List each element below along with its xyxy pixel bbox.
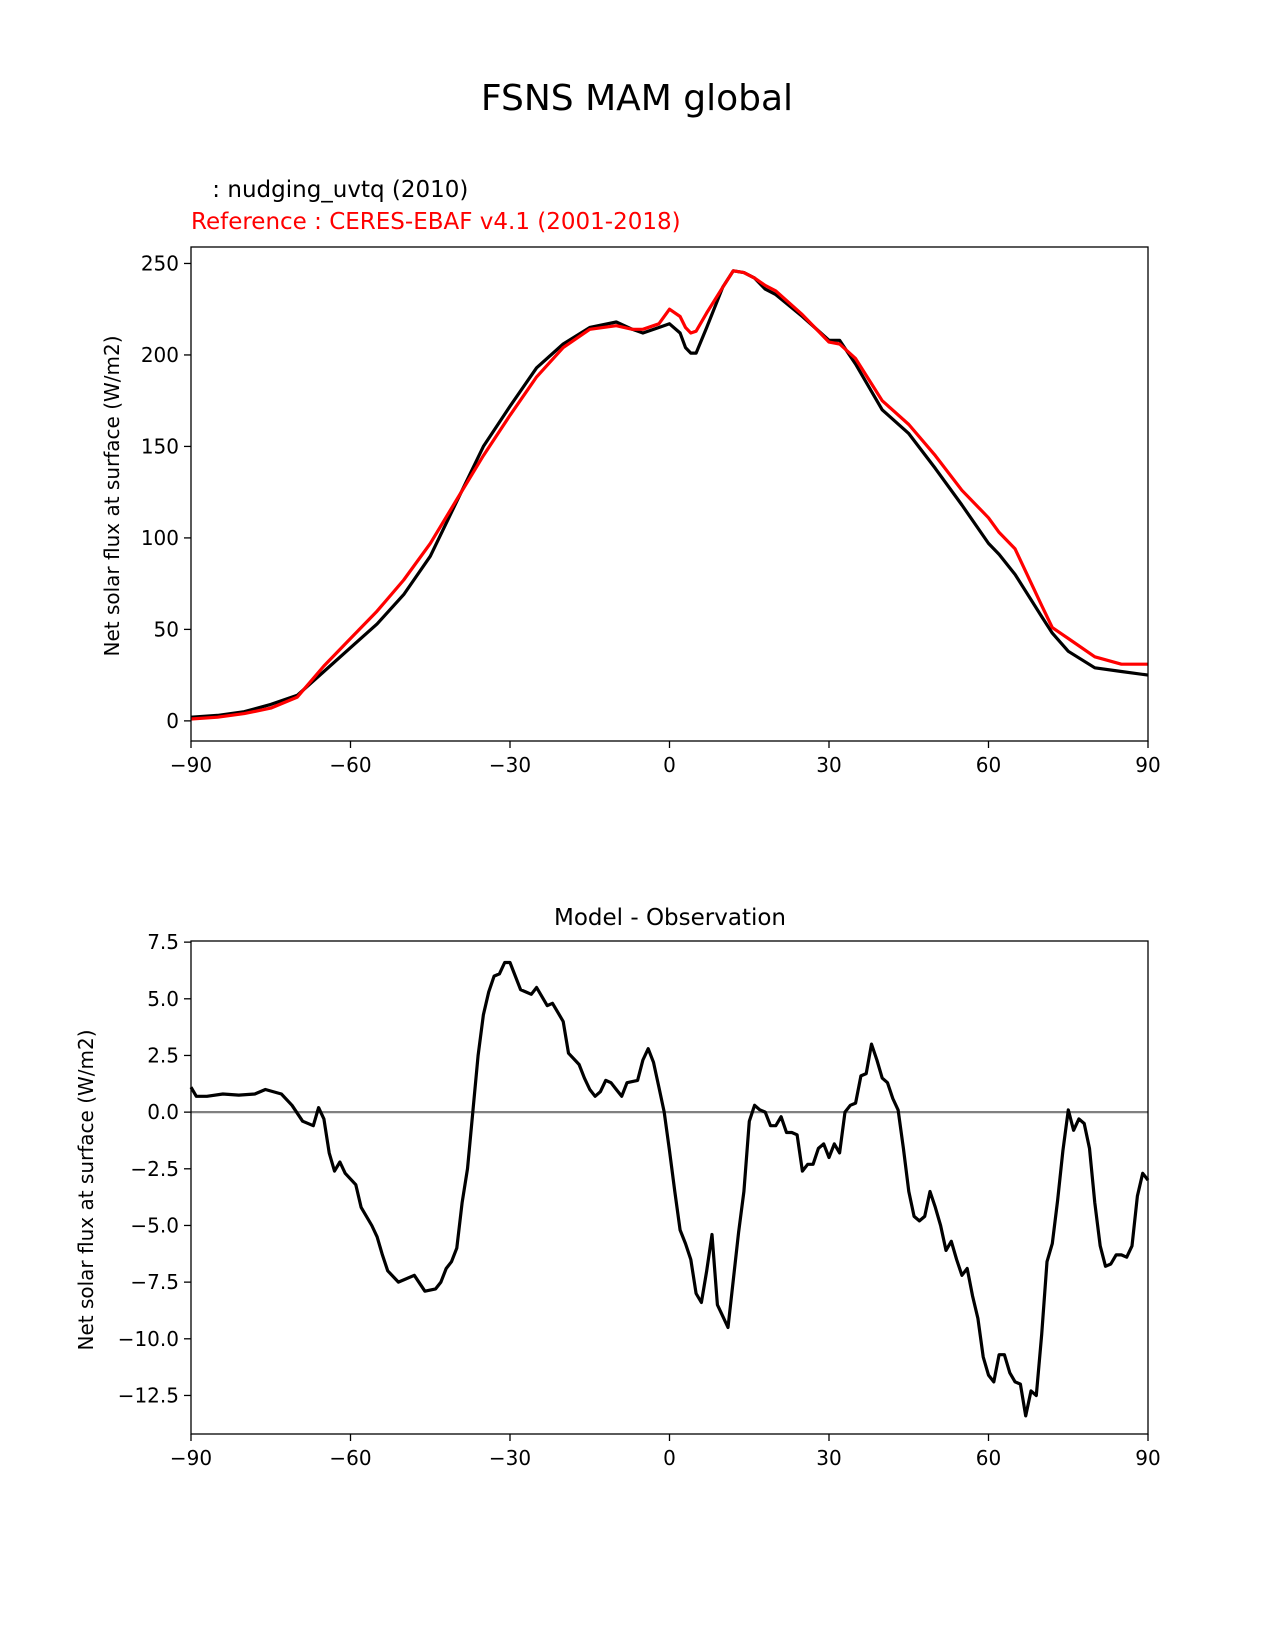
top-x-tick-label: −60	[329, 753, 371, 777]
bottom-plot-area: −90 −60 −30 0 30 60 90 7.5 5.0 2.5 0.0 −2.5 −5.0 −7.5…	[118, 930, 1161, 1470]
top-y-axis-label: Net solar flux at surface (W/m2)	[100, 335, 124, 656]
top-series-line-0	[190, 269, 1149, 719]
top-x-tick-label: −90	[170, 753, 212, 777]
top-y-tick-label: 150	[141, 434, 179, 458]
top-x-tick-label: 0	[663, 753, 676, 777]
top-x-tick-label: −30	[489, 753, 531, 777]
bottom-y-tick-label: 7.5	[147, 930, 179, 954]
reference-label: Reference : CERES-EBAF v4.1 (2001-2018)	[191, 209, 681, 235]
top-y-tick-label: 0	[166, 709, 179, 733]
bottom-x-tick-label: 60	[976, 1446, 1001, 1470]
bottom-x-tick-label: 0	[663, 1446, 676, 1470]
top-y-tick-label: 200	[141, 343, 179, 367]
top-series-line-1	[190, 269, 1148, 721]
bottom-y-tick-label: −5.0	[130, 1213, 179, 1237]
bottom-x-tick-label: −60	[329, 1446, 371, 1470]
bottom-panel-title: Model - Observation	[554, 905, 786, 931]
bottom-x-tick-label: 90	[1135, 1446, 1160, 1470]
top-axes-frame	[190, 246, 1149, 742]
bottom-y-tick-label: −12.5	[118, 1383, 179, 1407]
top-x-tick-label: 60	[976, 753, 1001, 777]
top-x-tick-label: 30	[816, 753, 841, 777]
top-plot-area: −90 −60 −30 0 30 60 90 0 50 100 150 200 250	[141, 246, 1161, 777]
bottom-y-axis-label: Net solar flux at surface (W/m2)	[74, 1029, 98, 1350]
bottom-x-tick-label: 30	[816, 1446, 841, 1470]
bottom-series-line-0	[189, 960, 1150, 1418]
top-y-tick-label: 50	[154, 617, 179, 641]
top-x-tick-label: 90	[1135, 753, 1160, 777]
top-panel: : nudging_uvtq (2010) Reference : CERES-…	[100, 177, 1161, 777]
bottom-x-tick-label: −90	[170, 1446, 212, 1470]
top-y-tick-label: 100	[141, 526, 179, 550]
bottom-y-tick-label: −2.5	[130, 1157, 179, 1181]
bottom-y-tick-label: 0.0	[147, 1100, 179, 1124]
bottom-panel: Model - Observation Net solar flux at su…	[74, 905, 1161, 1470]
bottom-x-tick-label: −30	[489, 1446, 531, 1470]
figure-title: FSNS MAM global	[481, 78, 793, 119]
bottom-y-tick-label: 2.5	[147, 1043, 179, 1067]
bottom-y-tick-label: −10.0	[118, 1327, 179, 1351]
bottom-y-tick-label: −7.5	[130, 1270, 179, 1294]
top-y-tick-label: 250	[141, 251, 179, 275]
test-label: : nudging_uvtq (2010)	[205, 177, 468, 203]
bottom-y-tick-label: 5.0	[147, 987, 179, 1011]
